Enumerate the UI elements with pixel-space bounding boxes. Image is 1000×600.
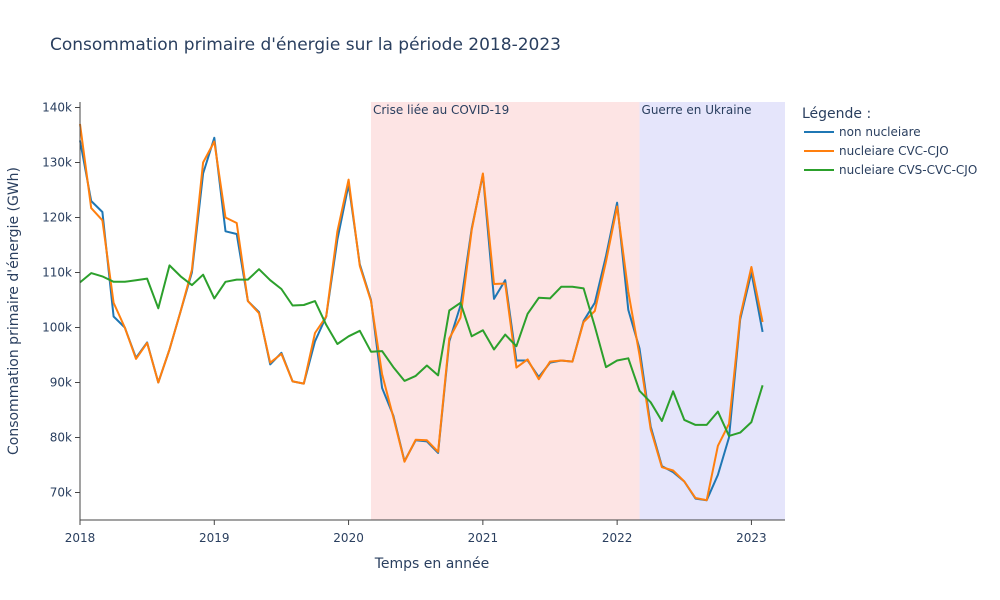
legend-title: Légende : bbox=[802, 106, 871, 122]
y-tick-label-6: 130k bbox=[42, 156, 72, 170]
x-tick-label-4: 2022 bbox=[602, 531, 633, 545]
region-annotation-0: Crise liée au COVID-19 bbox=[373, 103, 509, 117]
chart-title: Consommation primaire d'énergie sur la p… bbox=[50, 35, 561, 55]
x-tick-label-2: 2020 bbox=[333, 531, 364, 545]
legend-label-2: nucleiare CVS-CVC-CJO bbox=[839, 163, 977, 177]
y-tick-label-5: 120k bbox=[42, 211, 72, 225]
x-tick-label-3: 2021 bbox=[468, 531, 499, 545]
shaded-region-1 bbox=[639, 102, 785, 520]
series-line-2 bbox=[79, 264, 764, 437]
legend-label-1: nucleiare CVC-CJO bbox=[839, 144, 949, 158]
x-axis-title: Temps en année bbox=[374, 556, 490, 572]
y-tick-label-4: 110k bbox=[42, 266, 72, 280]
y-tick-label-7: 140k bbox=[42, 101, 72, 115]
series-line-1 bbox=[79, 123, 764, 502]
legend: Légende : non nucleiare nucleiare CVC-CJO… bbox=[802, 106, 977, 177]
y-tick-label-0: 70k bbox=[50, 486, 72, 500]
x-tick-label-1: 2019 bbox=[199, 531, 230, 545]
x-tick-label-0: 2018 bbox=[65, 531, 96, 545]
y-tick-label-3: 100k bbox=[42, 321, 72, 335]
y-axis-title: Consommation primaire d'énergie (GWh) bbox=[6, 167, 22, 455]
shaded-region-0 bbox=[370, 102, 640, 520]
x-tick-label-5: 2023 bbox=[736, 531, 767, 545]
y-tick-label-1: 80k bbox=[50, 431, 72, 445]
y-tick-label-2: 90k bbox=[50, 376, 72, 390]
region-annotation-1: Guerre en Ukraine bbox=[642, 103, 752, 117]
legend-label-0: non nucleiare bbox=[839, 125, 921, 139]
